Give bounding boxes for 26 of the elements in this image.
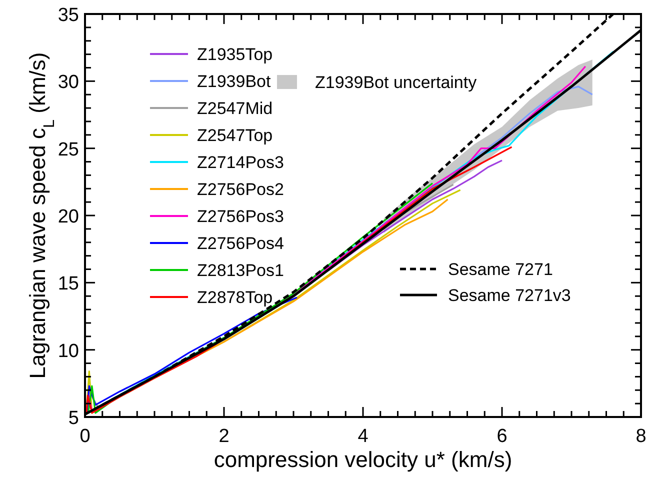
legend-label: Z2878Top [197, 288, 273, 307]
legend-label: Z1939Bot [197, 72, 271, 91]
annotation: Z1939Bot uncertainty [315, 73, 478, 92]
y-tick-label: 10 [58, 340, 79, 362]
y-tick-label: 35 [58, 5, 79, 26]
x-tick-label: 0 [80, 426, 90, 447]
legend-label: Z2547Mid [197, 99, 273, 118]
legend-label: Z2756Pos3 [197, 207, 284, 226]
y-tick-label: 5 [68, 408, 79, 429]
y-tick-label: 25 [58, 139, 79, 160]
y-tick-label: 15 [58, 274, 79, 295]
legend-label: Z2813Pos1 [197, 261, 284, 280]
legend-label: Z2756Pos2 [197, 180, 284, 199]
legend-label: Z2714Pos3 [197, 153, 284, 172]
legend-label: Sesame 7271v3 [448, 286, 571, 305]
x-tick-label: 6 [496, 426, 508, 447]
x-tick-label: 2 [218, 426, 230, 447]
y-tick-label: 20 [58, 206, 79, 228]
legend-label: Sesame 7271 [448, 260, 553, 279]
legend-label: Z2547Top [197, 126, 273, 145]
x-tick-label: 8 [636, 426, 646, 447]
legend-label: Z1935Top [197, 45, 273, 64]
legend-label: Z2756Pos4 [197, 234, 284, 253]
x-axis-title: compression velocity u* (km/s) [214, 447, 512, 472]
x-tick-label: 4 [358, 426, 369, 447]
y-tick-label: 30 [58, 72, 79, 94]
